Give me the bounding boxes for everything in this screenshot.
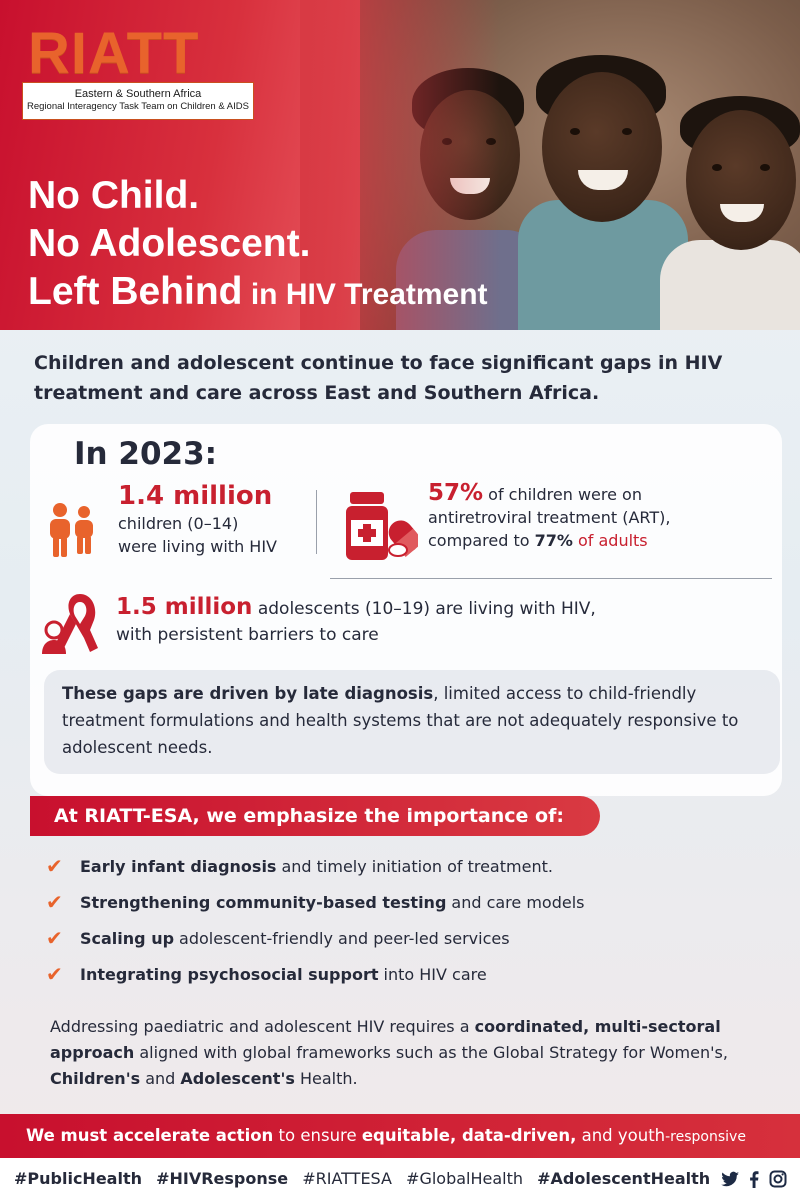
hashtag-link[interactable]: #HIVResponse <box>156 1169 289 1188</box>
closing-p3: and <box>140 1069 181 1088</box>
stat-children-line2: were living with HIV <box>118 537 277 556</box>
call-to-action-band: We must accelerate action to ensure equi… <box>0 1114 800 1158</box>
stat-divider-horizontal <box>330 578 772 579</box>
closing-p4: Health. <box>294 1069 358 1088</box>
emphasis-list: ✔ Early infant diagnosis and timely init… <box>46 848 766 992</box>
medicine-bottle-icon <box>346 492 418 560</box>
intro-text: Children and adolescent continue to face… <box>34 352 723 404</box>
twitter-icon[interactable] <box>720 1169 740 1189</box>
child-shirt <box>660 240 800 330</box>
band-p2: and youth <box>576 1126 666 1145</box>
stat-art-value: 57% <box>428 480 484 506</box>
hero-banner: RIATT Eastern & Southern Africa Regional… <box>0 0 800 330</box>
list-item: ✔ Integrating psychosocial support into … <box>46 956 766 992</box>
hashtag-link[interactable]: #AdolescentHealth <box>537 1169 711 1188</box>
hashtag-link[interactable]: #RIATTESA <box>302 1169 392 1188</box>
list-item-bold: Integrating psychosocial support <box>80 964 379 984</box>
child-face <box>686 110 796 250</box>
list-item-text: and timely initiation of treatment. <box>281 856 553 876</box>
closing-b2: Children's <box>50 1069 141 1088</box>
stat-art-text1: of children were on <box>483 485 642 504</box>
stat-children-line1: children (0–14) <box>118 514 239 533</box>
band-p1: to ensure <box>273 1126 362 1145</box>
stat-divider-vertical <box>316 490 317 554</box>
facebook-icon[interactable] <box>744 1169 764 1189</box>
title-line-3: Left Behind in HIV Treatment <box>28 268 488 319</box>
riatt-logo: RIATT Eastern & Southern Africa Regional… <box>22 18 254 120</box>
hashtag-link[interactable]: #PublicHealth <box>14 1169 142 1188</box>
check-icon: ✔ <box>46 854 63 878</box>
title-line-1: No Child. <box>28 174 200 217</box>
band-b1: We must accelerate action <box>26 1126 274 1145</box>
list-item-bold: Early infant diagnosis <box>80 856 277 876</box>
ribbon-icon <box>42 594 98 654</box>
children-icon <box>50 503 93 557</box>
list-item: ✔ Strengthening community-based testing … <box>46 884 766 920</box>
child-face <box>542 72 662 222</box>
stat-adult-value: 77% <box>534 531 573 550</box>
closing-b1: coordinated, multi-sectoral approach <box>50 1017 721 1062</box>
check-icon: ✔ <box>46 962 63 986</box>
stat-adolescents: 1.5 million adolescents (10–19) are livi… <box>116 594 596 648</box>
closing-paragraph: Addressing paediatric and adolescent HIV… <box>50 1014 780 1092</box>
year-heading: In 2023: <box>74 436 218 472</box>
hashtag-footer: #PublicHealth #HIVResponse #RIATTESA #Gl… <box>0 1158 800 1200</box>
list-item: ✔ Scaling up adolescent-friendly and pee… <box>46 920 766 956</box>
closing-p1: Addressing paediatric and adolescent HIV… <box>50 1017 475 1036</box>
list-item: ✔ Early infant diagnosis and timely init… <box>46 848 766 884</box>
stat-art: 57% of children were on antiretroviral t… <box>428 482 670 552</box>
title-left-behind: Left Behind <box>28 270 243 313</box>
stat-adolescents-value: 1.5 million <box>116 594 253 620</box>
title-in-hiv-treatment: in HIV Treatment <box>242 278 488 311</box>
emphasis-heading: At RIATT-ESA, we emphasize the importanc… <box>30 796 600 836</box>
logo-region: Eastern & Southern Africa <box>74 88 202 100</box>
stat-art-text3: compared to <box>428 531 535 550</box>
list-item-bold: Strengthening community-based testing <box>80 892 447 912</box>
instagram-icon[interactable] <box>768 1169 788 1189</box>
page-title: No Child. No Adolescent. Left Behind in … <box>28 172 488 319</box>
gaps-text: These gaps are driven by late diagnosis,… <box>62 680 777 761</box>
stat-children: 1.4 million children (0–14) were living … <box>118 480 277 558</box>
band-b2: equitable, data-driven, <box>361 1126 577 1145</box>
closing-b3: Adolescent's <box>180 1069 295 1088</box>
stat-adolescents-text2: with persistent barriers to care <box>116 625 379 645</box>
check-icon: ✔ <box>46 926 63 950</box>
closing-p2: aligned with global frameworks such as t… <box>134 1043 728 1062</box>
stat-children-value: 1.4 million <box>118 481 273 511</box>
stat-art-text4: of adults <box>572 531 648 550</box>
logo-org-name: Regional Interagency Task Team on Childr… <box>27 101 249 112</box>
list-item-text: and care models <box>451 892 585 912</box>
stat-art-text2: antiretroviral treatment (ART), <box>428 508 671 527</box>
gaps-rest: , limited access to child-friendly treat… <box>62 684 739 757</box>
logo-subtitle: Eastern & Southern Africa Regional Inter… <box>22 82 254 120</box>
list-item-text: adolescent-friendly and peer-led service… <box>179 928 510 948</box>
check-icon: ✔ <box>46 890 63 914</box>
logo-wordmark: RIATT <box>28 21 200 86</box>
gaps-box <box>44 670 780 774</box>
hashtag-link[interactable]: #GlobalHealth <box>406 1169 524 1188</box>
gaps-bold: These gaps are driven by late diagnosis <box>62 684 434 703</box>
title-line-2: No Adolescent. <box>28 222 311 265</box>
social-icons <box>720 1169 788 1189</box>
band-p3: -responsive <box>665 1129 746 1145</box>
list-item-text: into HIV care <box>383 964 487 984</box>
list-item-bold: Scaling up <box>80 928 175 948</box>
stat-adolescents-text1: adolescents (10–19) are living with HIV, <box>252 599 596 619</box>
